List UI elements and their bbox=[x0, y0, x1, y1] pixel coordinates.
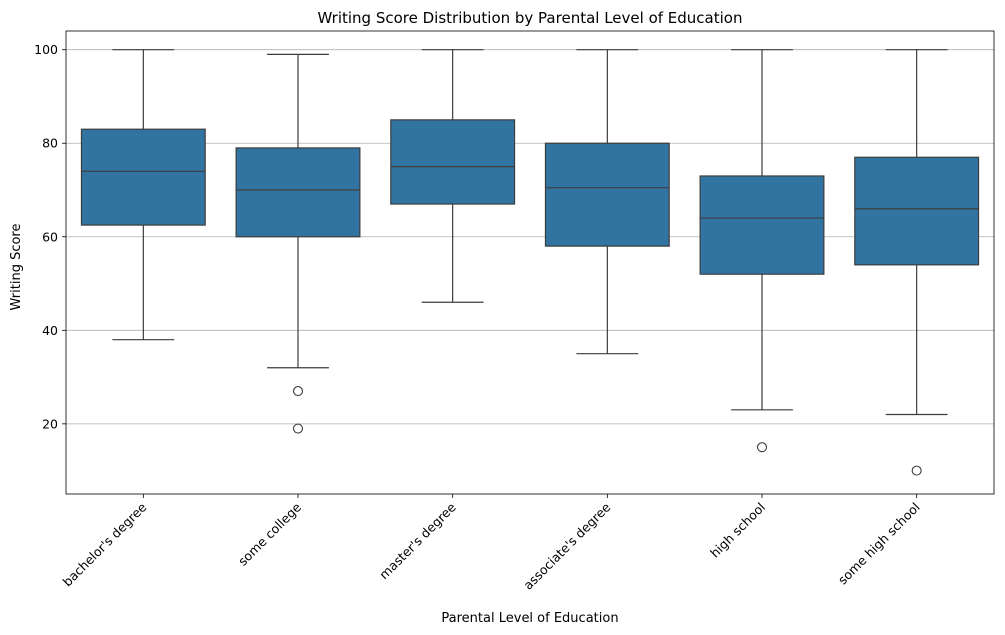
x-tick-label: associate's degree bbox=[520, 499, 613, 592]
x-tick-label: bachelor's degree bbox=[60, 499, 150, 589]
grid-lines bbox=[66, 49, 994, 425]
outlier-point bbox=[292, 423, 304, 434]
outlier-point bbox=[756, 442, 768, 453]
box-3 bbox=[544, 49, 670, 355]
y-tick-label: 40 bbox=[42, 323, 58, 338]
x-tick-label: some college bbox=[235, 499, 304, 568]
box-iqr bbox=[854, 156, 980, 266]
box-iqr bbox=[544, 142, 670, 247]
x-tick-label: high school bbox=[707, 500, 768, 561]
y-tick-label: 20 bbox=[42, 416, 58, 431]
outlier-point bbox=[292, 386, 304, 397]
box-2 bbox=[390, 49, 516, 303]
y-axis: 20 40 60 80 100 bbox=[34, 42, 66, 431]
y-tick-label: 80 bbox=[42, 136, 58, 151]
chart-title: Writing Score Distribution by Parental L… bbox=[318, 9, 743, 27]
y-tick-label: 60 bbox=[42, 229, 58, 244]
box-iqr bbox=[390, 119, 516, 205]
box-1 bbox=[235, 53, 361, 434]
box-iqr bbox=[235, 147, 361, 238]
x-axis: bachelor's degree some college master's de… bbox=[60, 494, 923, 593]
plot-frame bbox=[65, 30, 995, 495]
box-4 bbox=[699, 49, 825, 453]
boxes bbox=[80, 49, 980, 476]
x-tick-label: master's degree bbox=[376, 499, 459, 582]
x-tick-label: some high school bbox=[835, 500, 923, 588]
y-tick-label: 100 bbox=[34, 42, 58, 57]
outlier-point bbox=[911, 465, 922, 476]
box-0 bbox=[80, 49, 206, 341]
box-iqr bbox=[80, 128, 206, 226]
y-axis-label: Writing Score bbox=[9, 224, 24, 311]
x-axis-label: Parental Level of Education bbox=[441, 611, 618, 626]
box-5 bbox=[854, 49, 980, 476]
box-iqr bbox=[699, 175, 825, 275]
